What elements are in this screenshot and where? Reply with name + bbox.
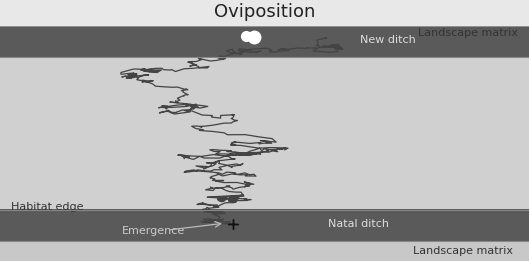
Text: Oviposition: Oviposition bbox=[214, 3, 315, 21]
Text: Natal ditch: Natal ditch bbox=[328, 220, 389, 229]
FancyBboxPatch shape bbox=[0, 241, 529, 261]
Text: Landscape matrix: Landscape matrix bbox=[413, 246, 513, 256]
Text: Habitat edge: Habitat edge bbox=[11, 203, 83, 212]
Text: Landscape matrix: Landscape matrix bbox=[418, 28, 518, 38]
FancyBboxPatch shape bbox=[0, 26, 529, 57]
FancyBboxPatch shape bbox=[0, 0, 529, 26]
Text: Emergence: Emergence bbox=[122, 226, 185, 236]
FancyBboxPatch shape bbox=[0, 57, 529, 211]
Text: New ditch: New ditch bbox=[360, 35, 415, 45]
FancyBboxPatch shape bbox=[0, 209, 529, 243]
